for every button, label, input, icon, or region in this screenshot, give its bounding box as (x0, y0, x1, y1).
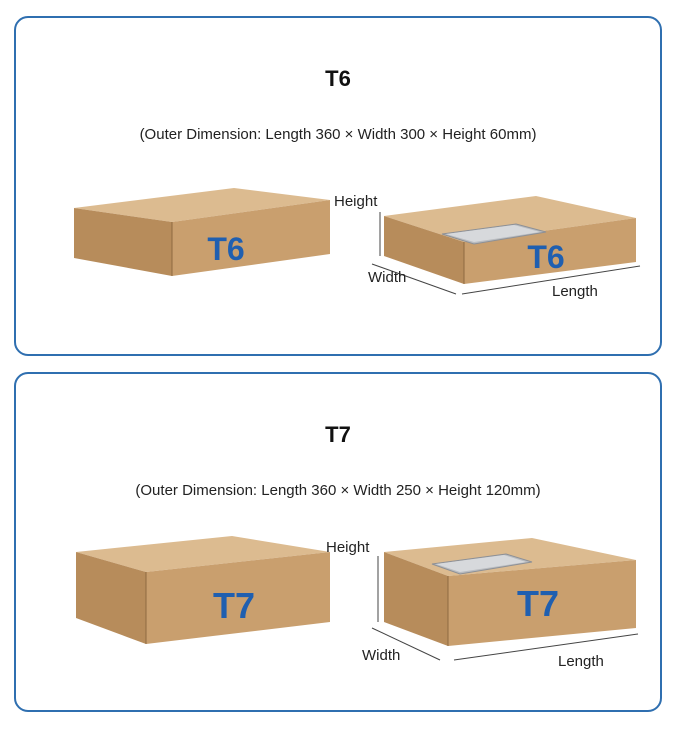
t7-dimension-lines (371, 556, 639, 661)
t7-title: T7 (325, 422, 351, 447)
t6-height-label: Height (334, 193, 378, 210)
t6-title: T6 (325, 66, 351, 91)
phone-icon (431, 553, 533, 575)
t7-description: (Outer Dimension: Length 360 × Width 250… (135, 482, 541, 499)
t6-dimension-lines (371, 212, 641, 295)
t7-panel: T7 (Outer Dimension: Length 360 × Width … (14, 372, 662, 712)
t7-illustration: T7 T7 Height Width Length (76, 536, 639, 670)
phone-icon (441, 223, 547, 245)
t6-description: (Outer Dimension: Length 360 × Width 300… (139, 126, 537, 143)
t7-height-label: Height (326, 539, 370, 556)
t7-length-label: Length (558, 653, 604, 670)
t7-box-right: T7 (384, 538, 636, 646)
t6-box-left: T6 (74, 188, 330, 276)
t6-box-left-label: T6 (207, 231, 244, 267)
t6-box-right: T6 (384, 196, 636, 284)
t6-length-label: Length (552, 283, 598, 300)
t7-width-label: Width (362, 647, 400, 664)
t7-box-right-label: T7 (517, 583, 559, 624)
t6-box-right-label: T6 (527, 239, 564, 275)
t6-width-label: Width (368, 269, 406, 286)
t7-box-left: T7 (76, 536, 330, 644)
t6-panel: T6 (Outer Dimension: Length 360 × Width … (14, 16, 662, 356)
t7-box-left-label: T7 (213, 585, 255, 626)
t6-illustration: T6 T6 Height Width Length (74, 188, 641, 300)
